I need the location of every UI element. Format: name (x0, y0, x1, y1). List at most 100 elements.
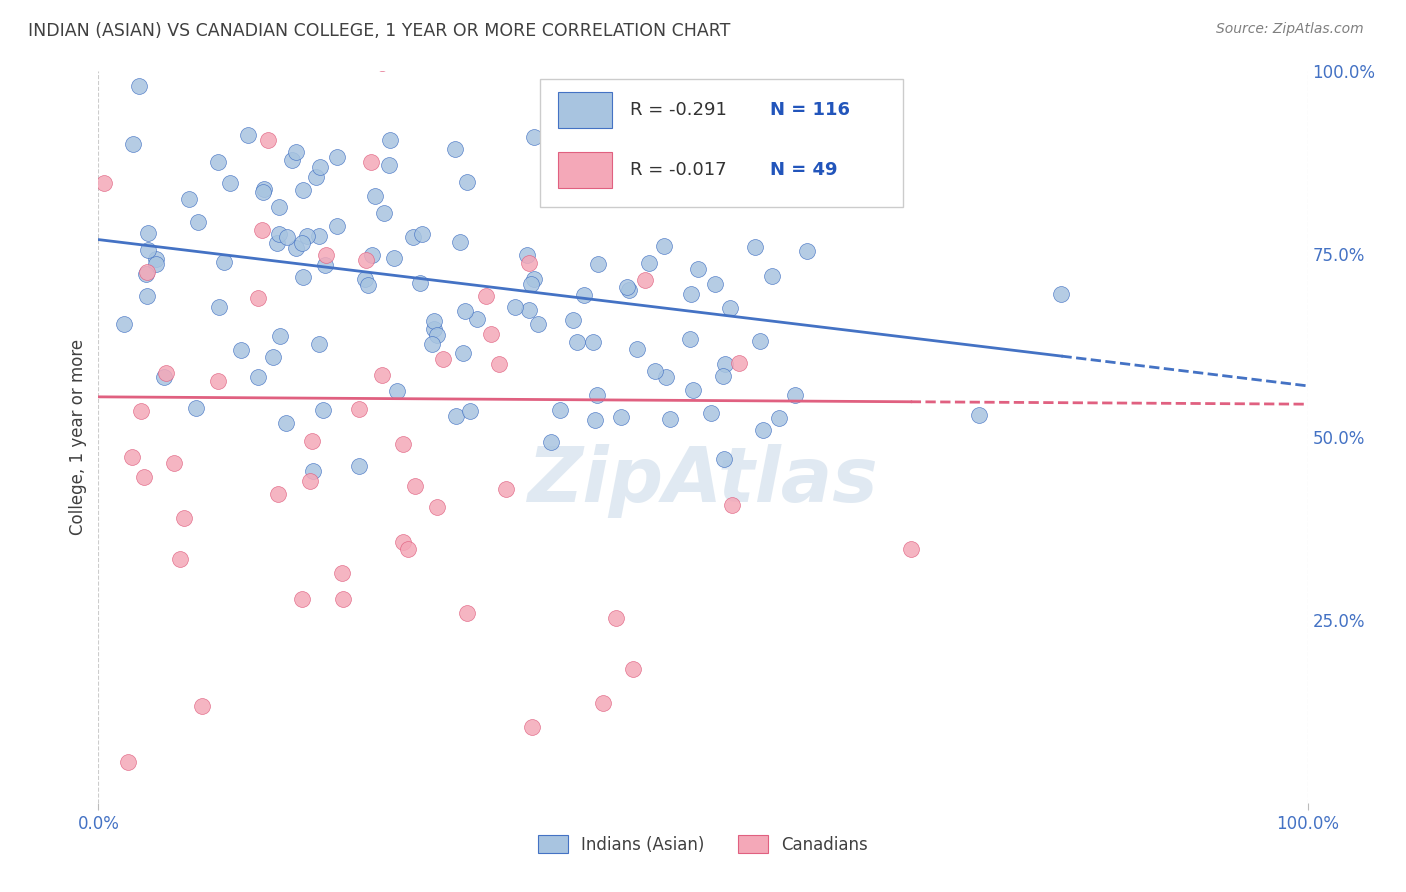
Point (360, 155, 382, 169)
Point (626, 343, 648, 357)
Point (267, 200, 290, 214)
Point (326, 219, 349, 233)
Point (354, 252, 377, 267)
Point (117, 755, 139, 769)
Point (621, 662, 644, 676)
Point (420, 336, 443, 351)
Point (408, 277, 430, 291)
Point (516, 248, 538, 262)
Point (145, 257, 167, 271)
Text: N = 49: N = 49 (769, 161, 837, 179)
Point (519, 277, 541, 292)
Point (136, 265, 159, 279)
Point (378, 133, 401, 147)
Point (720, 498, 742, 512)
Point (495, 482, 517, 496)
Point (969, 408, 991, 422)
Point (173, 510, 195, 524)
Point (517, 256, 540, 270)
Text: ZipAtlas: ZipAtlas (527, 444, 879, 518)
Point (652, 239, 675, 253)
Point (371, 56, 394, 70)
Point (679, 332, 702, 346)
Point (371, 368, 394, 382)
Point (548, 403, 571, 417)
Point (488, 357, 510, 371)
FancyBboxPatch shape (540, 78, 903, 207)
Point (169, 552, 191, 566)
Point (311, 402, 333, 417)
Point (444, 142, 467, 156)
Point (135, 267, 157, 281)
Point (423, 322, 446, 336)
Point (291, 183, 314, 197)
Point (354, 271, 377, 285)
Point (523, 129, 546, 144)
Point (128, 78, 150, 93)
Point (752, 423, 775, 437)
Point (129, 404, 152, 418)
Point (267, 487, 290, 501)
Point (503, 300, 526, 314)
Point (465, 311, 488, 326)
Point (266, 236, 288, 251)
Legend: Indians (Asian), Canadians: Indians (Asian), Canadians (531, 829, 875, 860)
Point (749, 334, 772, 348)
Point (761, 269, 783, 284)
Point (720, 159, 742, 173)
Point (112, 318, 135, 332)
Point (378, 158, 401, 172)
Point (314, 258, 336, 272)
Point (658, 412, 681, 426)
Point (517, 303, 540, 318)
Point (655, 369, 678, 384)
Point (523, 272, 546, 286)
Point (269, 329, 291, 343)
Point (309, 160, 332, 174)
Point (432, 351, 454, 366)
Point (347, 458, 370, 473)
Point (136, 289, 159, 303)
Point (252, 186, 274, 200)
Point (444, 409, 467, 424)
Text: INDIAN (ASIAN) VS CANADIAN COLLEGE, 1 YEAR OR MORE CORRELATION CHART: INDIAN (ASIAN) VS CANADIAN COLLEGE, 1 YE… (28, 22, 731, 40)
Point (449, 235, 471, 249)
Point (456, 607, 478, 621)
Point (634, 273, 657, 287)
Text: Source: ZipAtlas.com: Source: ZipAtlas.com (1216, 22, 1364, 37)
Point (744, 240, 766, 254)
Point (326, 150, 349, 164)
Point (295, 228, 318, 243)
Point (207, 374, 229, 388)
Point (404, 479, 426, 493)
Point (298, 475, 321, 489)
Point (391, 534, 413, 549)
Point (184, 401, 207, 415)
Point (238, 128, 260, 142)
Point (219, 176, 242, 190)
Point (301, 434, 323, 449)
Point (479, 327, 502, 342)
Point (121, 450, 143, 464)
Point (451, 346, 474, 360)
Point (711, 369, 734, 384)
Point (136, 243, 159, 257)
Point (704, 277, 727, 291)
FancyBboxPatch shape (558, 153, 613, 188)
Point (592, 696, 614, 710)
Point (796, 244, 818, 258)
Point (364, 189, 387, 203)
Point (357, 278, 380, 293)
Point (682, 384, 704, 398)
Point (392, 437, 415, 451)
Point (330, 566, 353, 580)
Point (207, 300, 229, 314)
Point (212, 255, 235, 269)
Point (315, 248, 337, 262)
Point (291, 592, 314, 607)
Point (637, 256, 659, 270)
Point (305, 169, 328, 184)
Point (728, 355, 751, 369)
Point (411, 227, 433, 242)
Point (191, 698, 214, 713)
